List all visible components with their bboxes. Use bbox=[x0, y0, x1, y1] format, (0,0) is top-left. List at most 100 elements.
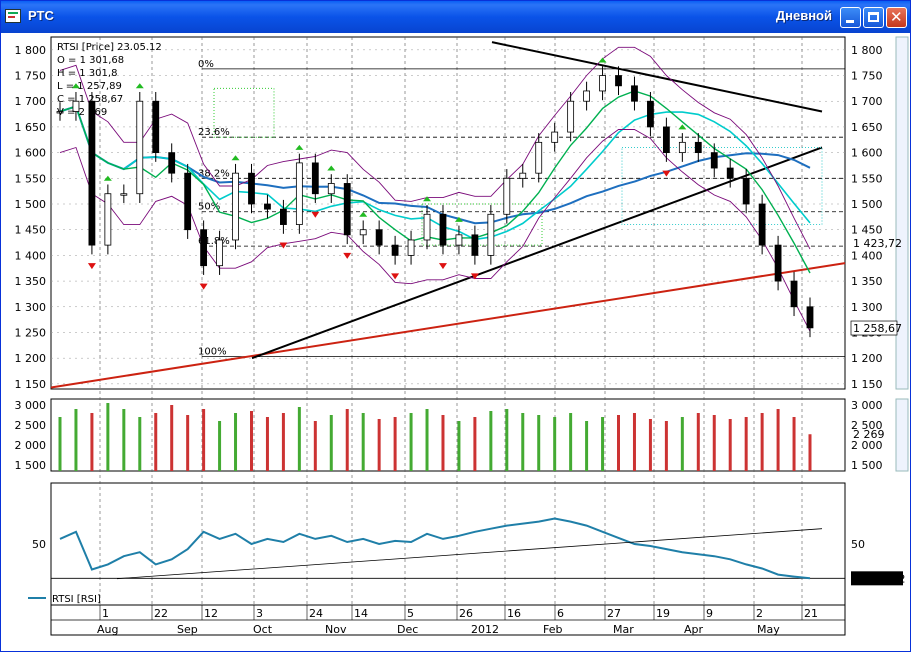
day-label: 26 bbox=[459, 607, 473, 620]
buy-signal-arrow bbox=[359, 211, 368, 217]
close-icon: ✕ bbox=[890, 8, 903, 26]
candle-body bbox=[391, 244, 399, 256]
volume-panel[interactable] bbox=[50, 398, 846, 472]
buy-signal-arrow bbox=[327, 165, 336, 171]
candle-body bbox=[343, 183, 351, 236]
rsi-label-left: 50 bbox=[32, 538, 46, 551]
candle-body bbox=[56, 111, 64, 114]
info-line-close: C = 1 258,67 bbox=[57, 94, 123, 105]
day-label: 12 bbox=[204, 607, 218, 620]
buy-signal-arrow bbox=[295, 144, 304, 150]
price-label-left: 1 450 bbox=[15, 224, 47, 237]
candle-body bbox=[631, 85, 638, 102]
candle-body bbox=[423, 213, 431, 241]
candle-body bbox=[88, 100, 96, 246]
last-price-box bbox=[850, 320, 898, 336]
day-label: 21 bbox=[804, 607, 818, 620]
candle-body bbox=[375, 229, 383, 246]
sell-signal-arrow bbox=[87, 263, 96, 270]
chart-app-icon[interactable] bbox=[5, 9, 21, 23]
price-label-right: 1 400 bbox=[851, 249, 883, 262]
candle-body bbox=[535, 141, 543, 174]
month-label: 2012 bbox=[471, 623, 499, 636]
volume-label-left: 1 500 bbox=[15, 459, 47, 472]
envelope-upper bbox=[59, 46, 811, 250]
info-line-low: L = 1 257,89 bbox=[57, 81, 122, 92]
close-button[interactable]: ✕ bbox=[886, 7, 907, 28]
timeframe-label: Дневной bbox=[775, 8, 832, 23]
candle-body bbox=[120, 193, 128, 196]
title-bar[interactable]: РТС Дневной ✕ bbox=[1, 1, 910, 33]
candle-body bbox=[758, 203, 766, 246]
day-label: 3 bbox=[256, 607, 263, 620]
candle-body bbox=[327, 183, 335, 195]
candle-body bbox=[694, 141, 702, 154]
volume-label-right: 2 000 bbox=[851, 439, 883, 452]
day-label: 2 bbox=[756, 607, 763, 620]
minimize-button[interactable] bbox=[840, 7, 861, 28]
rsi-line bbox=[59, 517, 811, 580]
candle-body bbox=[742, 177, 750, 205]
chart-area[interactable]: 0%23.6%38.2%50%61.8%100% 1 22 12 3 24 14 5 26 16… bbox=[2, 33, 910, 651]
price-label-left: 1 350 bbox=[15, 275, 47, 288]
minimize-icon bbox=[846, 20, 854, 23]
candle-body bbox=[280, 208, 287, 225]
maximize-button[interactable] bbox=[863, 7, 884, 28]
volume-label-left: 2 000 bbox=[15, 439, 47, 452]
candle-body bbox=[678, 141, 686, 154]
price-label-left: 1 800 bbox=[15, 44, 47, 57]
trend-line-resistance bbox=[491, 41, 823, 113]
candle-body bbox=[455, 234, 463, 246]
month-label: Sep bbox=[177, 623, 198, 636]
sell-signal-arrow bbox=[311, 211, 320, 218]
price-panel[interactable] bbox=[50, 36, 846, 390]
buy-signal-arrow bbox=[598, 57, 607, 63]
price-label-right: 1 600 bbox=[851, 147, 883, 160]
month-label: Mar bbox=[613, 623, 634, 636]
volume-label-left: 3 000 bbox=[15, 399, 47, 412]
rsi-legend-label: RTSI [RSI] bbox=[52, 594, 101, 605]
trend-line-red bbox=[50, 262, 846, 389]
candle-body bbox=[790, 280, 798, 308]
sell-signal-arrow bbox=[470, 273, 479, 280]
fib-level-label: 61.8% bbox=[198, 236, 230, 247]
volume-label-left: 2 500 bbox=[15, 419, 47, 432]
price-label-right: 1 700 bbox=[851, 95, 883, 108]
price-label-right: 1 300 bbox=[851, 301, 883, 314]
rsi-last-label: 16,35102 bbox=[853, 572, 906, 585]
candle-body bbox=[439, 213, 447, 246]
window-title: РТС bbox=[28, 8, 54, 23]
candle-body bbox=[359, 229, 367, 236]
moving-average-short bbox=[59, 90, 811, 274]
day-label: 27 bbox=[607, 607, 621, 620]
last-price-label: 1 258,67 bbox=[853, 322, 902, 335]
day-label: 6 bbox=[557, 607, 564, 620]
candle-body bbox=[519, 172, 527, 179]
info-line-volume: V = 2 269 bbox=[57, 107, 107, 118]
month-label: Aug bbox=[97, 623, 118, 636]
price-label-left: 1 750 bbox=[15, 70, 47, 83]
candle-body bbox=[248, 172, 255, 205]
buy-signal-arrow bbox=[678, 124, 687, 130]
rsi-panel[interactable] bbox=[50, 482, 846, 606]
candle-body bbox=[615, 75, 622, 87]
candle-body bbox=[295, 162, 303, 225]
info-line-open: O = 1 301,68 bbox=[57, 55, 124, 66]
day-label: 16 bbox=[507, 607, 521, 620]
price-scrollbar[interactable] bbox=[895, 36, 909, 390]
price-label-right: 1 450 bbox=[851, 224, 883, 237]
buy-signal-arrow bbox=[423, 196, 432, 202]
sell-signal-arrow bbox=[662, 170, 671, 177]
volume-last-label: 2 269 bbox=[853, 428, 885, 441]
candle-body bbox=[311, 162, 319, 195]
candle-body bbox=[152, 100, 160, 154]
info-line-high: H = 1 301,8 bbox=[57, 68, 117, 79]
cloud-zone bbox=[621, 146, 823, 226]
volume-scrollbar[interactable] bbox=[895, 398, 909, 472]
price-label-left: 1 300 bbox=[15, 301, 47, 314]
volume-label-right: 2 500 bbox=[851, 419, 883, 432]
price-label-left: 1 400 bbox=[15, 249, 47, 262]
price-label-right: 1 200 bbox=[851, 352, 883, 365]
rsi-label-right: 50 bbox=[851, 538, 865, 551]
